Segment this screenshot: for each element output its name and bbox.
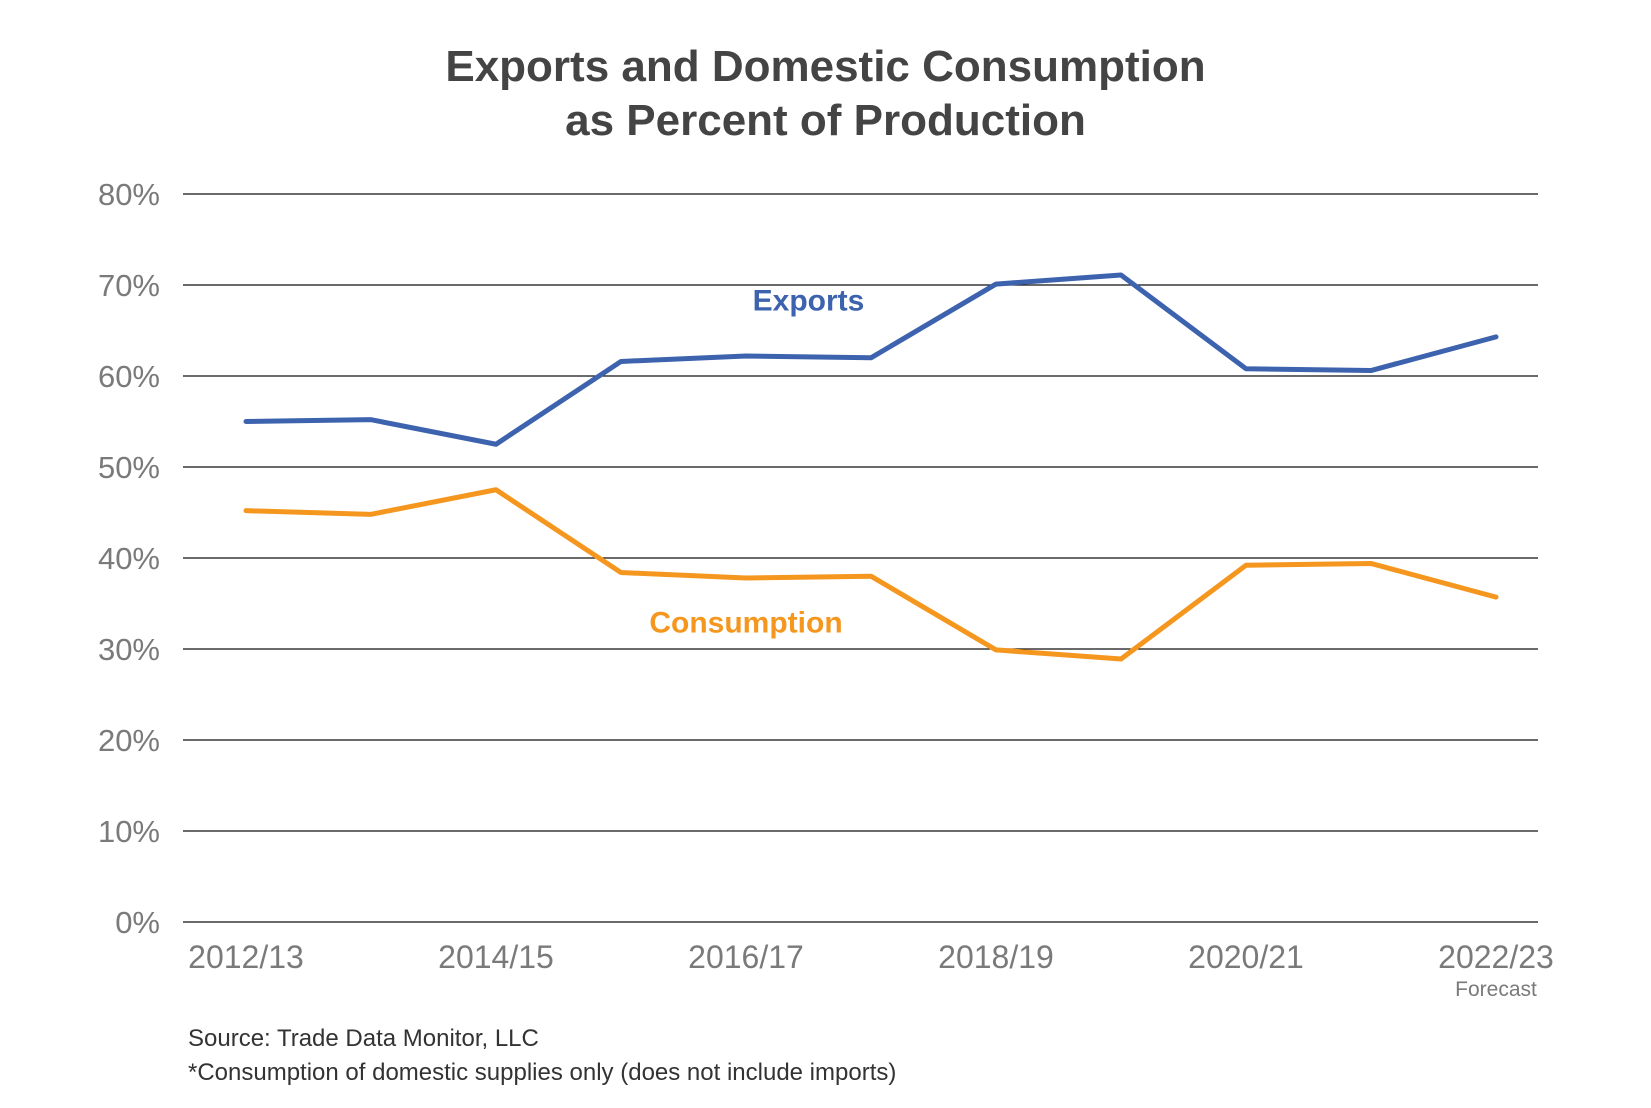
chart-title: Exports and Domestic Consumption as Perc…: [0, 40, 1651, 148]
y-tick-label: 50%: [98, 450, 160, 485]
y-tick-label: 80%: [98, 177, 160, 212]
y-tick-label: 20%: [98, 723, 160, 758]
chart-footer: Source: Trade Data Monitor, LLC *Consump…: [188, 1022, 896, 1090]
y-tick-label: 10%: [98, 814, 160, 849]
y-tick-label: 0%: [115, 905, 160, 940]
y-tick-label: 70%: [98, 268, 160, 303]
exports-line: [243, 272, 1499, 447]
x-tick-label: 2018/19: [938, 939, 1054, 975]
gridlines: [183, 193, 1538, 923]
consumption-line: [243, 487, 1499, 662]
x-tick-label: 2014/15: [438, 939, 554, 975]
series-lines: [243, 272, 1499, 662]
source-note: Source: Trade Data Monitor, LLC: [188, 1025, 539, 1052]
y-axis-tick-labels: 0% 10% 20% 30% 40% 50% 60% 70% 80%: [98, 177, 160, 940]
y-tick-label: 30%: [98, 632, 160, 667]
chart-title-line-2: as Percent of Production: [565, 96, 1086, 145]
series-labels: Exports Consumption: [649, 284, 864, 639]
x-axis-tick-labels: 2012/13 2014/15 2016/17 2018/19 2020/21 2022/…: [188, 939, 1554, 1001]
x-tick-label: 2022/23: [1438, 939, 1554, 975]
forecast-label: Forecast: [1455, 978, 1537, 1001]
y-tick-label: 40%: [98, 541, 160, 576]
consumption-footnote: *Consumption of domestic supplies only (…: [188, 1059, 897, 1086]
x-tick-label: 2016/17: [688, 939, 804, 975]
x-tick-label: 2020/21: [1188, 939, 1304, 975]
consumption-series-label: Consumption: [649, 607, 842, 640]
exports-series-label: Exports: [753, 284, 865, 317]
x-tick-label: 2012/13: [188, 939, 304, 975]
chart-title-line-1: Exports and Domestic Consumption: [445, 42, 1206, 91]
y-tick-label: 60%: [98, 359, 160, 394]
